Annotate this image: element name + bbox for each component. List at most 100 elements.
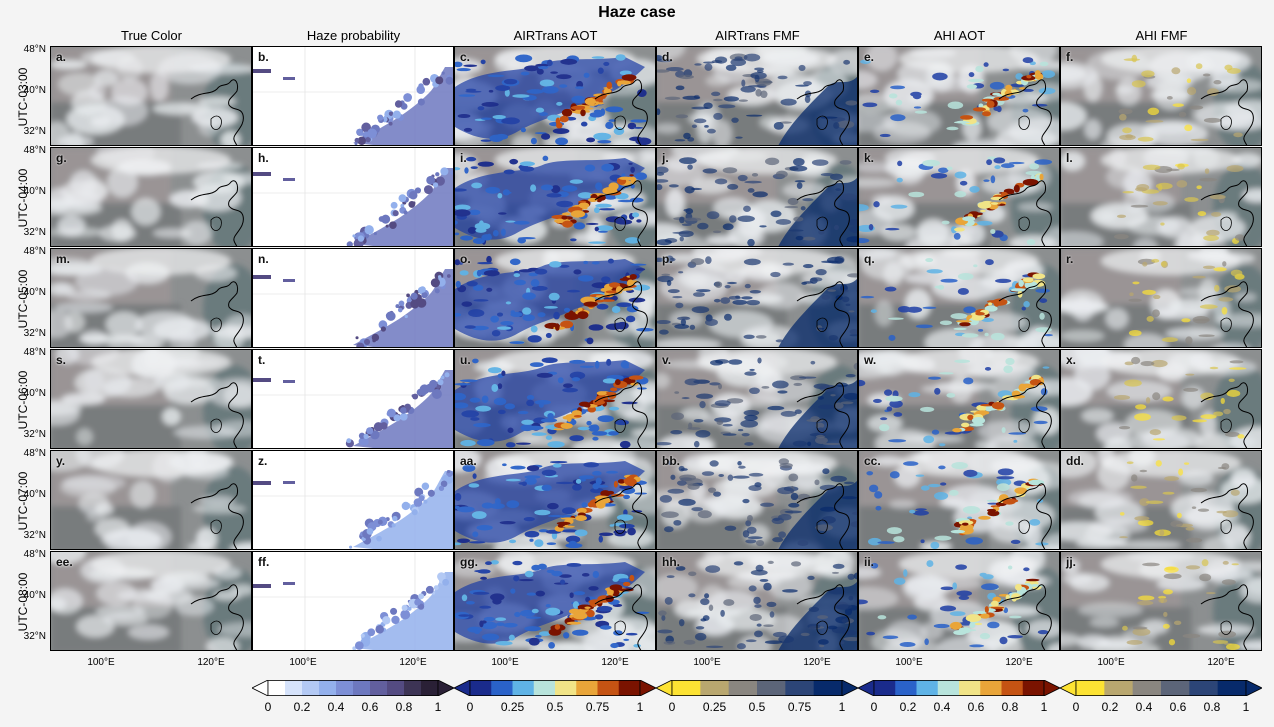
map-image <box>859 451 1059 549</box>
map-image <box>657 451 857 549</box>
panel-letter: u. <box>460 353 471 367</box>
colorbar-tick-label: 1 <box>838 700 846 714</box>
panel-letter: w. <box>864 353 877 367</box>
latitude-label: 48°N <box>23 448 46 459</box>
latitude-label: 32°N <box>23 328 46 339</box>
colorbar-tick-label: 0.75 <box>585 700 610 714</box>
panel-letter: bb. <box>662 454 680 468</box>
map-panel: k. <box>858 147 1060 247</box>
colorbar-tick-label: 0 <box>1072 700 1080 714</box>
map-image <box>859 249 1059 347</box>
map-panel: w. <box>858 349 1060 449</box>
map-image <box>455 451 655 549</box>
map-panel: z. <box>252 450 454 550</box>
latitude-label: 40°N <box>23 85 46 96</box>
latitude-label: 40°N <box>23 186 46 197</box>
map-image <box>657 350 857 448</box>
map-image <box>455 552 655 650</box>
colorbar-tick-label: 0.4 <box>1135 700 1153 714</box>
map-panel: bb. <box>656 450 858 550</box>
map-image <box>1061 552 1261 650</box>
latitude-label: 48°N <box>23 145 46 156</box>
map-panel: dd. <box>1060 450 1262 550</box>
map-panel: g. <box>50 147 252 247</box>
longitude-label: 100°E <box>895 657 923 668</box>
map-image <box>859 552 1059 650</box>
longitude-label: 120°E <box>1207 657 1235 668</box>
map-panel: x. <box>1060 349 1262 449</box>
map-panel: jj. <box>1060 551 1262 651</box>
colorbar-tick-label: 0.2 <box>293 700 311 714</box>
map-image <box>253 552 453 650</box>
colorbar-tick-label: 0.2 <box>899 700 917 714</box>
map-panel: hh. <box>656 551 858 651</box>
colorbar-tick-label: 0 <box>668 700 676 714</box>
latitude-label: 32°N <box>23 429 46 440</box>
column-title: AIRTrans AOT <box>513 28 598 43</box>
panel-letter: q. <box>864 252 875 266</box>
column-title: AIRTrans FMF <box>715 28 800 43</box>
latitude-label: 48°N <box>23 347 46 358</box>
latitude-label: 40°N <box>23 388 46 399</box>
map-panel: i. <box>454 147 656 247</box>
latitude-label: 48°N <box>23 549 46 560</box>
row-label: UTC-08:00 <box>16 572 30 631</box>
map-image <box>51 148 251 246</box>
latitude-label: 32°N <box>23 631 46 642</box>
map-image <box>253 47 453 145</box>
panel-letter: c. <box>460 50 471 64</box>
map-panel: p. <box>656 248 858 348</box>
colorbar-airtrans-aot <box>454 680 656 696</box>
panel-letter: j. <box>662 151 669 165</box>
map-panel: a. <box>50 46 252 146</box>
map-panel: o. <box>454 248 656 348</box>
longitude-label: 120°E <box>803 657 831 668</box>
map-image <box>657 552 857 650</box>
panel-letter: gg. <box>460 555 478 569</box>
colorbar-tick-label: 0.6 <box>967 700 985 714</box>
panel-letter: f. <box>1066 50 1074 64</box>
map-image <box>253 451 453 549</box>
panel-letter: r. <box>1066 252 1074 266</box>
map-image <box>253 148 453 246</box>
panel-letter: v. <box>662 353 672 367</box>
map-panel: j. <box>656 147 858 247</box>
map-image <box>859 148 1059 246</box>
panel-letter: n. <box>258 252 269 266</box>
map-panel: aa. <box>454 450 656 550</box>
map-image <box>51 249 251 347</box>
panel-letter: cc. <box>864 454 881 468</box>
panel-letter: hh. <box>662 555 680 569</box>
map-image <box>253 350 453 448</box>
map-panel: u. <box>454 349 656 449</box>
longitude-label: 100°E <box>289 657 317 668</box>
map-panel: ii. <box>858 551 1060 651</box>
map-panel: ee. <box>50 551 252 651</box>
colorbar-tick-label: 0.25 <box>500 700 525 714</box>
column-title: True Color <box>121 28 182 43</box>
map-image <box>51 552 251 650</box>
column-title: Haze probability <box>306 28 401 43</box>
colorbar-tick-label: 1 <box>636 700 644 714</box>
map-panel: q. <box>858 248 1060 348</box>
panel-letter: s. <box>56 353 67 367</box>
panel-letter: t. <box>258 353 266 367</box>
map-image <box>455 47 655 145</box>
colorbar-ahi-fmf <box>1060 680 1262 696</box>
map-panel: ff. <box>252 551 454 651</box>
colorbar-tick-label: 0.2 <box>1101 700 1119 714</box>
column-title: AHI FMF <box>1135 28 1188 43</box>
map-image <box>253 249 453 347</box>
map-image <box>859 47 1059 145</box>
panel-letter: y. <box>56 454 66 468</box>
panel-letter: i. <box>460 151 467 165</box>
map-image <box>455 350 655 448</box>
longitude-label: 100°E <box>1097 657 1125 668</box>
map-image <box>657 148 857 246</box>
map-image <box>657 249 857 347</box>
colorbar-airtrans-fmf <box>656 680 858 696</box>
colorbar-tick-label: 0.4 <box>933 700 951 714</box>
panel-letter: p. <box>662 252 673 266</box>
map-image <box>1061 148 1261 246</box>
map-panel: m. <box>50 248 252 348</box>
